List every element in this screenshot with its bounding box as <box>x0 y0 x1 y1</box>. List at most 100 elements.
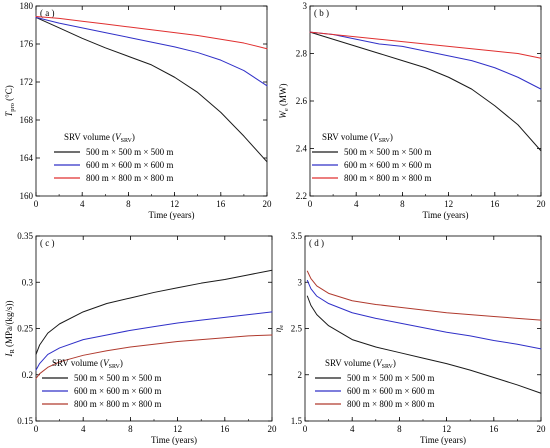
x-tick-label: 0 <box>34 199 39 209</box>
legend-title-subscript: SRV <box>121 138 133 144</box>
x-axis-label: Time (years) <box>420 435 466 445</box>
y-tick-label: 0.15 <box>17 416 33 426</box>
y-axis-subscript: pro <box>9 103 16 112</box>
y-axis-label: Tpro (°C) <box>4 85 16 117</box>
y-axis-unit: (°C) <box>4 85 14 103</box>
y-tick-label: 1.5 <box>291 416 303 426</box>
y-axis-label: ηe <box>273 325 285 332</box>
x-tick-label: 4 <box>350 424 355 434</box>
legend-title-close: ) <box>120 358 123 368</box>
series-line-2 <box>309 31 542 90</box>
y-tick-label: 2.6 <box>296 96 308 106</box>
legend-label-3: 800 m × 800 m × 800 m <box>74 399 161 409</box>
legend-label-2: 600 m × 600 m × 600 m <box>347 386 434 396</box>
x-tick-label: 20 <box>537 199 547 209</box>
chart-panel-1: 0 4 8 12 16 20 160 164 168 172 176 180 ( a ) Time (ye… <box>4 1 272 220</box>
series-line-2 <box>35 16 268 87</box>
legend-title-symbol: V <box>373 132 380 142</box>
chart-panel-3: 0 4 8 12 16 20 0.15 0.2 0.25 0.3 0.35 ( c ) Time (ye… <box>4 231 277 445</box>
y-axis-symbol: T <box>4 111 14 117</box>
y-tick-label: 168 <box>20 115 34 125</box>
y-axis-symbol: W <box>278 110 288 119</box>
legend: SRV volume (VSRV) 500 m × 500 m × 500 m 60… <box>54 132 173 183</box>
y-tick-label: 176 <box>20 39 34 49</box>
x-tick-label: 16 <box>489 424 499 434</box>
legend-title-close: ) <box>390 132 393 142</box>
panel-label: ( b ) <box>314 8 329 18</box>
y-axis-unit: (MW) <box>278 83 288 108</box>
y-tick-label: 2.5 <box>291 324 303 334</box>
panel-label: ( c ) <box>40 238 55 248</box>
y-axis-subscript: R <box>9 349 16 354</box>
y-axis-label: We (MW) <box>278 83 290 118</box>
y-tick-label: 2 <box>298 370 303 380</box>
series-line-1 <box>309 31 542 152</box>
y-tick-label: 0.3 <box>22 277 34 287</box>
y-tick-label: 3 <box>298 277 303 287</box>
y-tick-label: 2.4 <box>296 144 308 154</box>
y-tick-label: 0.25 <box>17 324 33 334</box>
legend: SRV volume (VSRV) 500 m × 500 m × 500 m 60… <box>312 132 431 183</box>
x-axis-label: Time (years) <box>149 210 195 220</box>
x-tick-label: 8 <box>400 199 405 209</box>
x-tick-label: 12 <box>442 424 451 434</box>
legend-title-close: ) <box>393 358 396 368</box>
legend-label-1: 500 m × 500 m × 500 m <box>347 373 434 383</box>
y-tick-label: 2.8 <box>296 49 308 59</box>
x-tick-label: 4 <box>81 424 86 434</box>
legend-title-text: SRV volume ( <box>322 132 373 142</box>
series-line-1 <box>35 269 273 355</box>
y-axis-symbol: η <box>273 327 283 332</box>
legend-title-subscript: SRV <box>382 364 394 370</box>
chart-panel-4: 0 4 8 12 16 20 1.5 2 2.5 3 3.5 ( d ) Time (years) ηe S… <box>273 231 546 445</box>
x-tick-label: 12 <box>444 199 453 209</box>
legend-title-text: SRV volume ( <box>64 132 115 142</box>
x-tick-label: 0 <box>34 424 39 434</box>
legend-label-3: 800 m × 800 m × 800 m <box>344 173 431 183</box>
series-line-3 <box>306 270 542 321</box>
legend-label-2: 600 m × 600 m × 600 m <box>344 160 431 170</box>
y-tick-label: 172 <box>20 77 34 87</box>
legend-title-symbol: V <box>103 358 110 368</box>
legend-title-symbol: V <box>115 132 122 142</box>
y-axis-label: IR (MPa/(kg/s)) <box>4 300 16 357</box>
legend: SRV volume (VSRV) 500 m × 500 m × 500 m 60… <box>42 358 161 409</box>
legend-title: SRV volume (VSRV) <box>322 132 393 144</box>
y-tick-label: 164 <box>20 153 34 163</box>
series-line-3 <box>35 15 268 50</box>
legend-label-3: 800 m × 800 m × 800 m <box>347 399 434 409</box>
legend-title-close: ) <box>132 132 135 142</box>
y-tick-label: 0.2 <box>22 370 33 380</box>
legend-title-subscript: SRV <box>109 364 121 370</box>
chart-panel-2: 0 4 8 12 16 20 2.2 2.4 2.6 2.8 3 ( b ) Time (years) W… <box>278 1 546 220</box>
x-tick-label: 20 <box>537 424 547 434</box>
x-tick-label: 16 <box>220 424 230 434</box>
legend: SRV volume (VSRV) 500 m × 500 m × 500 m 60… <box>315 358 434 409</box>
x-tick-label: 8 <box>397 424 402 434</box>
legend-title: SRV volume (VSRV) <box>64 132 135 144</box>
legend-label-1: 500 m × 500 m × 500 m <box>86 147 173 157</box>
y-axis-symbol: I <box>4 353 14 358</box>
x-tick-label: 16 <box>490 199 500 209</box>
legend-title-subscript: SRV <box>379 138 391 144</box>
legend-label-2: 600 m × 600 m × 600 m <box>74 386 161 396</box>
y-tick-label: 3 <box>303 1 308 11</box>
y-axis-unit: (MPa/(kg/s)) <box>4 300 14 349</box>
legend-title: SRV volume (VSRV) <box>52 358 123 370</box>
legend-title: SRV volume (VSRV) <box>325 358 396 370</box>
panel-label: ( a ) <box>40 8 55 18</box>
x-tick-label: 8 <box>128 424 133 434</box>
x-tick-label: 20 <box>268 424 278 434</box>
series-line-3 <box>35 334 273 379</box>
y-tick-label: 0.35 <box>17 231 33 241</box>
legend-title-text: SRV volume ( <box>325 358 376 368</box>
panel-label: ( d ) <box>309 238 324 248</box>
legend-label-2: 600 m × 600 m × 600 m <box>86 160 173 170</box>
x-tick-label: 20 <box>263 199 273 209</box>
series-line-3 <box>309 31 542 59</box>
y-tick-label: 160 <box>20 191 34 201</box>
x-tick-label: 12 <box>173 424 182 434</box>
legend-title-symbol: V <box>376 358 383 368</box>
series-line-2 <box>35 311 273 371</box>
